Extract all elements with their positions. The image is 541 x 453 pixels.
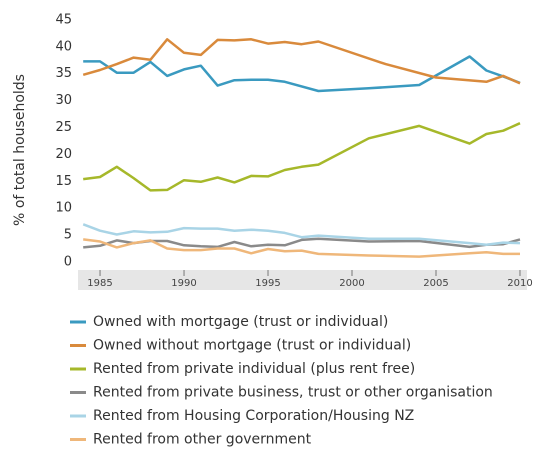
- series-line: [83, 55, 521, 93]
- series-line: [82, 223, 521, 246]
- x-axis-band: [78, 270, 527, 290]
- y-axis-label: % of total households: [12, 74, 28, 226]
- y-tick-label: 15: [55, 174, 72, 189]
- y-tick-label: 25: [55, 120, 72, 135]
- y-tick-label: 0: [64, 254, 72, 269]
- y-tick-label: 20: [55, 147, 72, 162]
- x-tick-label: 1995: [255, 278, 280, 289]
- x-tick-label: 1990: [171, 278, 196, 289]
- legend-label: Owned with mortgage (trust or individual…: [93, 314, 388, 330]
- y-tick-label: 5: [64, 228, 72, 243]
- x-tick-label: 2000: [339, 278, 364, 289]
- y-tick-label: 45: [55, 12, 72, 27]
- series-line: [82, 38, 521, 85]
- x-tick-label: 2010: [507, 278, 532, 289]
- legend-label: Rented from private individual (plus ren…: [93, 361, 415, 377]
- x-tick-label: 1985: [87, 278, 112, 289]
- y-tick-label: 40: [55, 39, 72, 54]
- y-tick-label: 30: [55, 93, 72, 108]
- series-line: [83, 238, 520, 258]
- legend-label: Owned without mortgage (trust or individ…: [93, 338, 411, 354]
- legend-label: Rented from other government: [93, 432, 312, 448]
- legend-label: Rented from private business, trust or o…: [93, 385, 493, 401]
- series-line: [83, 122, 521, 192]
- y-tick-label: 35: [55, 66, 72, 81]
- y-tick-label: 10: [55, 201, 72, 216]
- legend-label: Rented from Housing Corporation/Housing …: [93, 408, 414, 424]
- x-tick-label: 2005: [423, 278, 448, 289]
